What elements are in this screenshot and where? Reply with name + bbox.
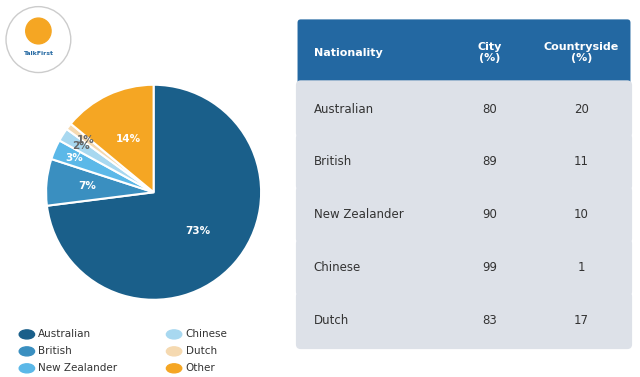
Circle shape — [26, 18, 51, 44]
Text: 20: 20 — [574, 103, 589, 115]
Wedge shape — [46, 159, 154, 206]
Text: New Zealander: New Zealander — [38, 363, 118, 373]
FancyBboxPatch shape — [296, 133, 632, 190]
Text: City
(%): City (%) — [478, 42, 502, 63]
Text: British: British — [38, 346, 72, 356]
Text: 89: 89 — [483, 155, 497, 169]
Text: 3%: 3% — [66, 153, 84, 163]
Text: 99: 99 — [483, 261, 498, 274]
Text: Dutch: Dutch — [314, 314, 349, 327]
Text: Chinese: Chinese — [186, 329, 227, 339]
Text: Dutch: Dutch — [186, 346, 217, 356]
Text: Nationality: Nationality — [314, 48, 383, 58]
Wedge shape — [47, 85, 261, 300]
Text: 83: 83 — [483, 314, 497, 327]
Text: TalkFirst: TalkFirst — [24, 51, 53, 57]
Text: 2%: 2% — [72, 141, 90, 151]
Wedge shape — [71, 85, 154, 192]
Circle shape — [6, 7, 71, 72]
Text: Chinese: Chinese — [314, 261, 361, 274]
Text: Australian: Australian — [38, 329, 92, 339]
FancyBboxPatch shape — [296, 186, 632, 244]
Text: 1%: 1% — [77, 135, 95, 144]
Text: Other: Other — [186, 363, 215, 373]
Wedge shape — [51, 141, 154, 192]
Text: Australian: Australian — [314, 103, 374, 115]
Text: 73%: 73% — [186, 226, 211, 236]
Text: 1: 1 — [578, 261, 585, 274]
Text: British: British — [314, 155, 352, 169]
Text: 10: 10 — [574, 208, 589, 221]
Text: 90: 90 — [483, 208, 497, 221]
Wedge shape — [67, 124, 154, 192]
Text: 7%: 7% — [78, 181, 96, 191]
Text: 17: 17 — [574, 314, 589, 327]
FancyBboxPatch shape — [296, 239, 632, 296]
FancyBboxPatch shape — [296, 292, 632, 349]
FancyBboxPatch shape — [298, 19, 630, 86]
Text: Countryside
(%): Countryside (%) — [544, 42, 619, 63]
Text: 80: 80 — [483, 103, 497, 115]
FancyBboxPatch shape — [296, 80, 632, 138]
Wedge shape — [60, 129, 154, 192]
Text: 14%: 14% — [116, 134, 141, 144]
Text: New Zealander: New Zealander — [314, 208, 404, 221]
Text: 11: 11 — [574, 155, 589, 169]
